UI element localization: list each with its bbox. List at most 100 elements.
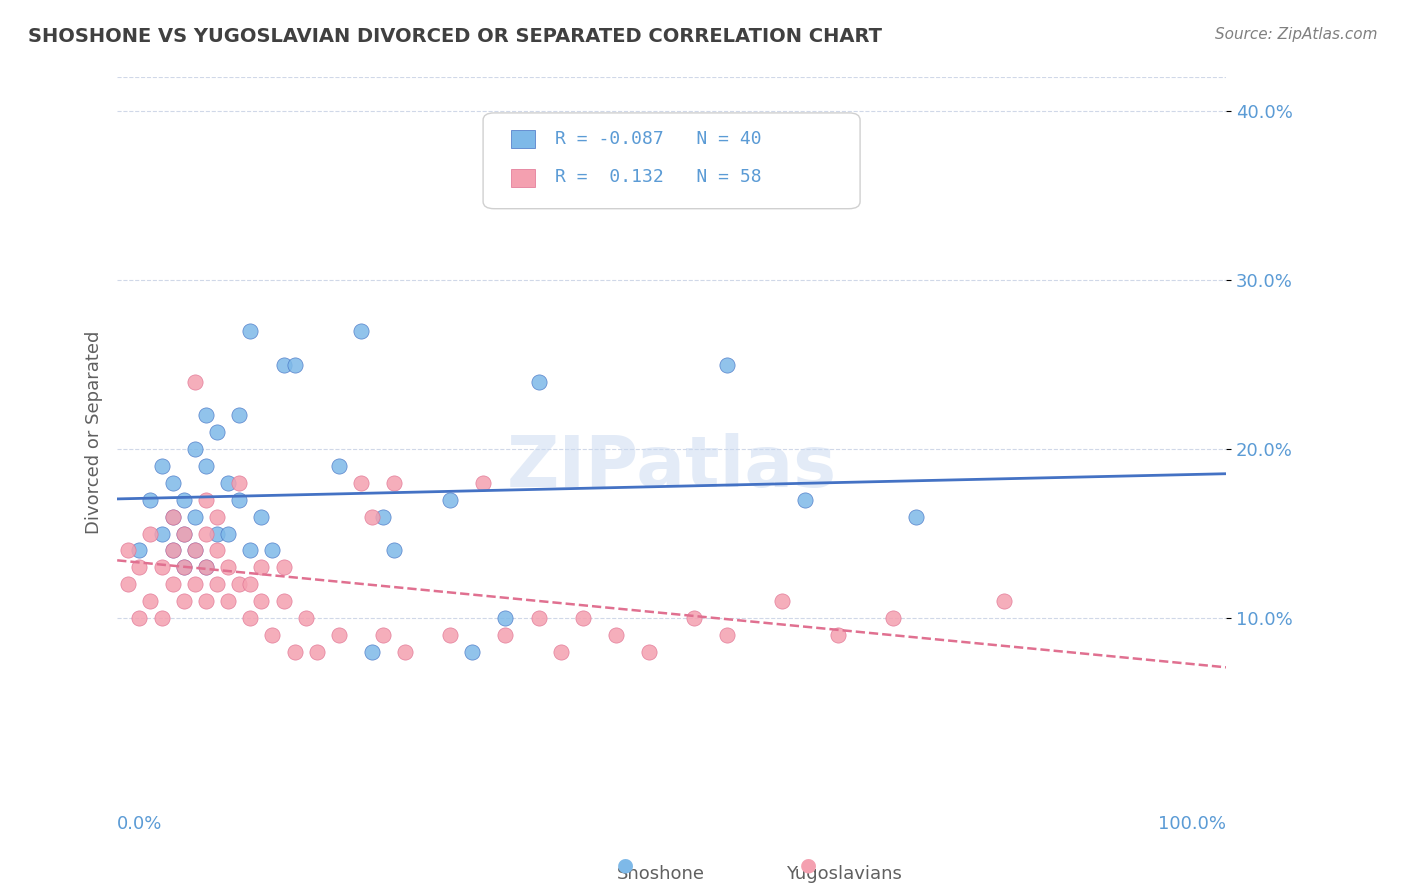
FancyBboxPatch shape [484,113,860,209]
Point [162,543,184,558]
Point [194,526,217,541]
Point [194,492,217,507]
Point [162,509,184,524]
Point [194,560,217,574]
Point [173,560,195,574]
Point [217,475,239,490]
Point [205,509,228,524]
Point [550,645,572,659]
Point [262,543,284,558]
Point [384,543,406,558]
Point [150,560,173,574]
Text: 0.0%: 0.0% [117,815,163,833]
Point [250,560,273,574]
Point [394,645,416,659]
Point [373,628,395,642]
Point [205,526,228,541]
Point [361,509,384,524]
Point [284,358,307,372]
Point [117,577,139,591]
Point [184,509,207,524]
Point [239,577,262,591]
Point [250,509,273,524]
Text: R =  0.132   N = 58: R = 0.132 N = 58 [555,169,762,186]
Point [205,425,228,440]
Text: Source: ZipAtlas.com: Source: ZipAtlas.com [1215,27,1378,42]
Text: SHOSHONE VS YUGOSLAVIAN DIVORCED OR SEPARATED CORRELATION CHART: SHOSHONE VS YUGOSLAVIAN DIVORCED OR SEPA… [28,27,882,45]
Point [139,492,162,507]
Point [716,358,738,372]
Point [150,458,173,473]
Point [827,628,849,642]
Point [716,628,738,642]
Point [350,475,373,490]
Point [162,475,184,490]
Point [217,594,239,608]
Point [273,358,295,372]
Point [184,543,207,558]
Point [173,594,195,608]
Point [173,526,195,541]
Point [273,560,295,574]
Point [494,628,516,642]
Point [439,492,461,507]
Point [150,526,173,541]
Text: ZIPatlas: ZIPatlas [506,434,837,502]
Point [239,543,262,558]
Point [527,611,550,625]
Point [439,628,461,642]
Point [250,594,273,608]
Point [194,560,217,574]
Point [882,611,904,625]
Point [194,594,217,608]
Point [228,409,250,423]
Point [361,645,384,659]
Point [173,560,195,574]
Point [461,645,484,659]
Point [993,594,1015,608]
Point [328,628,350,642]
Point [350,324,373,338]
Point [128,611,150,625]
Text: Yugoslavians: Yugoslavians [786,865,901,883]
Point [194,458,217,473]
Point [472,475,495,490]
Point [273,594,295,608]
Point [793,492,815,507]
Point [328,458,350,473]
Point [228,492,250,507]
Point [184,543,207,558]
Text: ●: ● [800,855,817,874]
Point [162,577,184,591]
Point [194,409,217,423]
Point [638,645,661,659]
Point [384,475,406,490]
Point [205,543,228,558]
Point [217,526,239,541]
Point [173,492,195,507]
Y-axis label: Divorced or Separated: Divorced or Separated [86,331,103,534]
Point [162,509,184,524]
Point [139,594,162,608]
FancyBboxPatch shape [510,129,536,148]
Point [294,611,316,625]
Point [228,475,250,490]
Point [284,645,307,659]
Point [527,375,550,389]
Point [605,628,627,642]
Point [128,560,150,574]
Point [205,577,228,591]
Point [772,594,794,608]
Point [373,509,395,524]
Point [239,324,262,338]
Point [173,526,195,541]
Point [572,611,595,625]
Point [184,577,207,591]
Text: ●: ● [617,855,634,874]
Point [262,628,284,642]
Point [184,442,207,456]
Point [117,543,139,558]
Text: 100.0%: 100.0% [1159,815,1226,833]
Point [128,543,150,558]
Point [305,645,328,659]
